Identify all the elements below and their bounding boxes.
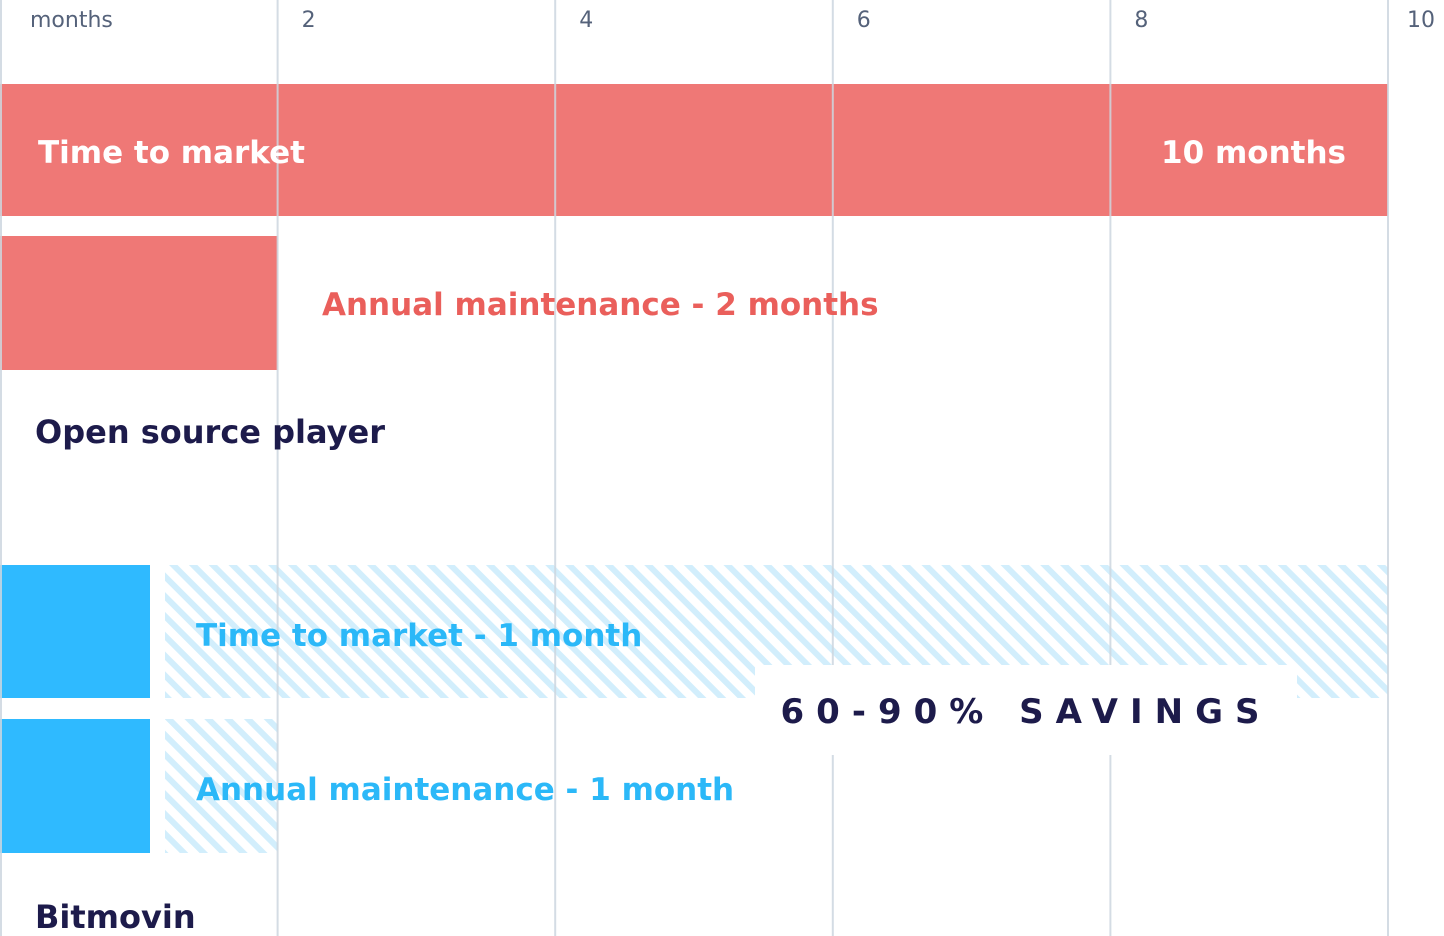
savings-label-background xyxy=(755,665,1297,755)
x-tick-label-8: 8 xyxy=(1134,8,1148,33)
hatch-band-maintenance xyxy=(165,719,278,853)
bar-label-open-source-maintenance: Annual maintenance - 2 months xyxy=(322,287,879,323)
bar-open-source-annual-maintenance xyxy=(0,236,278,370)
x-tick-label-10: 10 xyxy=(1407,8,1435,33)
bar-bitmovin-time-to-market xyxy=(0,565,150,698)
x-tick-label-6: 6 xyxy=(857,8,871,33)
x-tick-label-4: 4 xyxy=(579,8,593,33)
bar-label-time-to-market: Time to market xyxy=(38,135,305,171)
bar-value-label-10-months: 10 months xyxy=(1161,135,1346,171)
group-label-open-source-player: Open source player xyxy=(35,413,385,451)
bar-label-bitmovin-maintenance: Annual maintenance - 1 month xyxy=(196,772,734,808)
bar-open-source-time-to-market xyxy=(0,84,1388,216)
savings-annotation: 60-90% SAVINGS xyxy=(781,692,1272,732)
bar-bitmovin-annual-maintenance xyxy=(0,719,150,853)
group-label-bitmovin: Bitmovin xyxy=(35,898,196,936)
bar-label-bitmovin-time-to-market: Time to market - 1 month xyxy=(196,618,642,654)
x-tick-label-2: 2 xyxy=(302,8,316,33)
x-axis-unit-label: months xyxy=(30,8,113,33)
